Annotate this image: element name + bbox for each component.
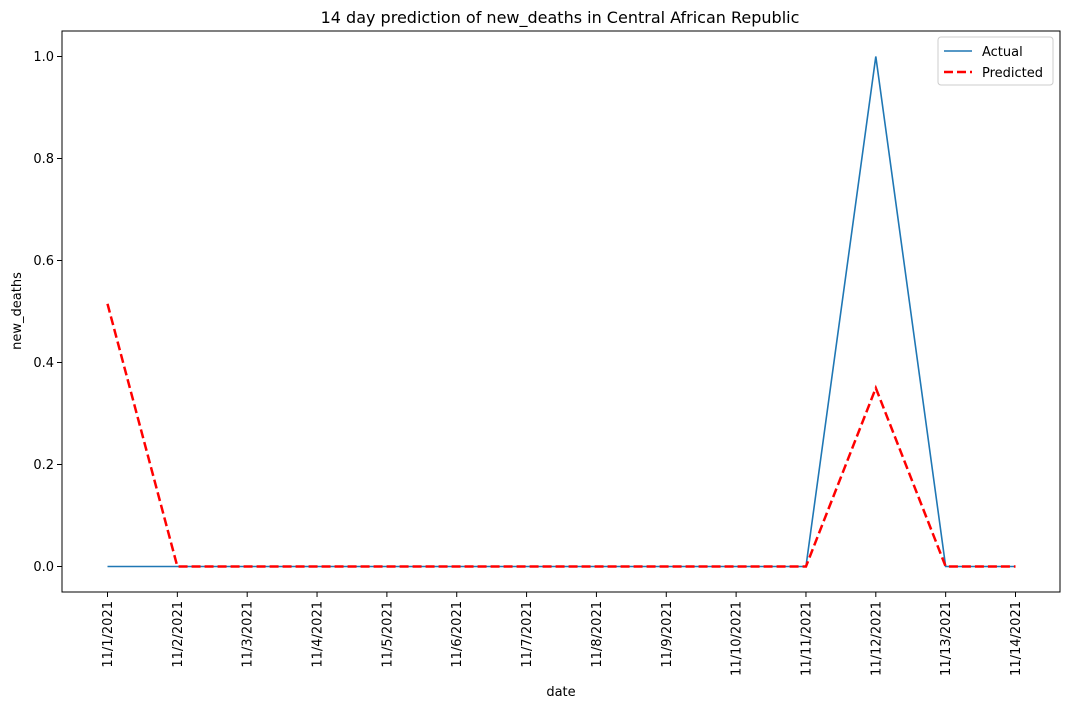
x-tick-label: 11/2/2021 [171,601,186,668]
x-axis-label: date [546,685,575,700]
x-tick-label: 11/7/2021 [520,601,535,668]
y-tick-label: 0.4 [33,356,54,371]
x-tick-label: 11/9/2021 [660,601,675,668]
x-tick-label: 11/13/2021 [939,601,954,676]
series-line-actual [107,56,1016,568]
legend-label-actual: Actual [982,45,1023,60]
y-tick-label: 1.0 [33,50,54,65]
y-tick-label: 0.0 [33,560,54,575]
x-tick-label: 11/4/2021 [311,601,326,668]
y-tick-label: 0.6 [33,254,54,269]
series-layer [106,56,1016,568]
x-tick-label: 11/12/2021 [869,601,884,676]
legend-box [937,36,1054,86]
x-tick-label: 11/8/2021 [590,601,605,668]
x-tick-label: 11/1/2021 [101,601,116,668]
x-tick-label: 11/6/2021 [450,601,465,668]
legend-label-predicted: Predicted [982,66,1043,81]
y-axis-label: new_deaths [10,272,25,350]
y-tick-label: 0.2 [33,458,54,473]
plot-area-frame [61,30,1061,593]
x-tick-label: 11/10/2021 [730,601,745,676]
chart-title: 14 day prediction of new_deaths in Centr… [321,8,800,28]
x-tick-label: 11/3/2021 [241,601,256,668]
x-axis: 11/1/2021 11/2/2021 11/3/2021 11/4/2021 11/5… [101,592,1024,676]
x-tick-label: 11/11/2021 [799,601,814,676]
series-line-predicted [106,303,1016,568]
legend: Actual Predicted [937,36,1054,86]
y-axis: 0.0 0.2 0.4 0.6 0.8 1.0 [33,50,62,575]
x-tick-label: 11/5/2021 [380,601,395,668]
x-tick-label: 11/14/2021 [1009,601,1024,676]
y-tick-label: 0.8 [33,152,54,167]
